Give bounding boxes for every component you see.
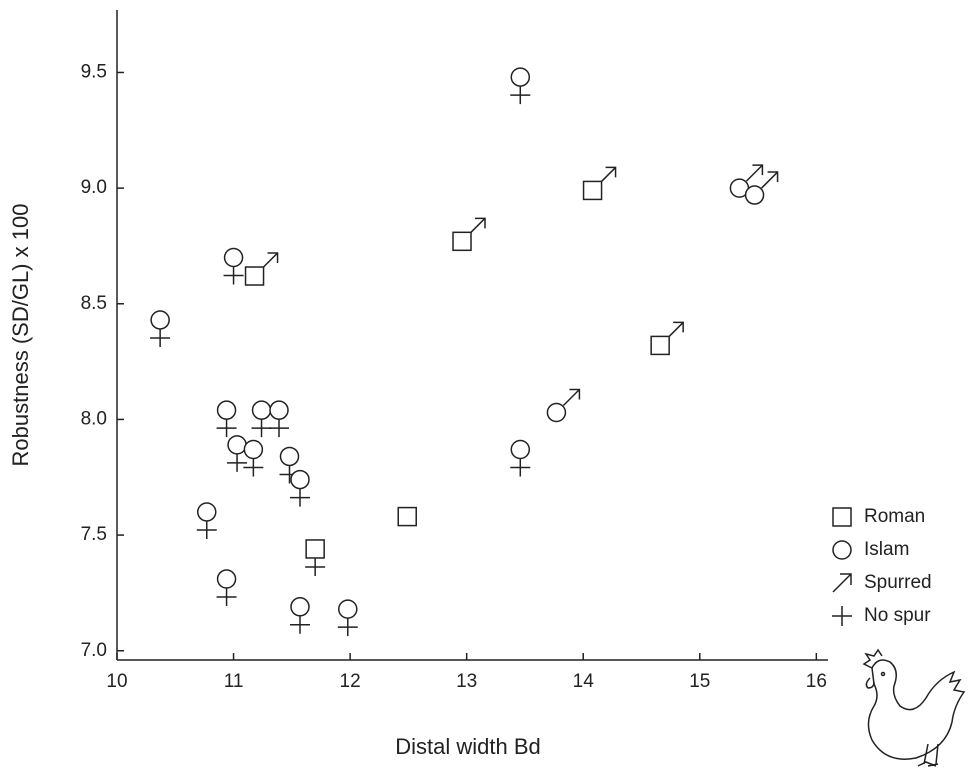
data-point [227,435,248,472]
marker-circle [290,597,310,617]
no-spur-cross [227,453,248,472]
y-tick-label: 9.0 [81,177,107,198]
no-spur-cross [243,458,264,477]
data-point [196,502,217,539]
marker-circle [510,67,531,87]
no-spur-cross [289,488,310,507]
no-spur-cross [269,419,290,438]
marker-square [650,335,670,356]
data-point [243,439,264,477]
marker-circle [510,439,531,460]
data-point [650,321,684,356]
marker-circle [216,569,237,589]
marker-circle [223,247,244,268]
marker-circle [546,402,567,423]
x-tick-label: 11 [224,671,244,692]
marker-square [244,266,265,286]
marker-circle [269,400,289,420]
marker-circle [290,469,310,490]
data-point [289,597,310,634]
no-spur-cross [251,419,272,438]
x-tick-label: 16 [806,671,827,692]
marker-circle [279,446,300,467]
no-spur-cross [216,588,237,607]
no-spur-cross [216,419,237,438]
y-tick-label: 7.0 [81,640,107,661]
x-tick-label: 14 [573,671,595,692]
legend-label: Spurred [864,572,932,593]
data-point [289,469,310,507]
legend-label: Roman [864,506,925,527]
no-spur-cross [223,266,244,285]
data-point [744,171,779,205]
x-tick-label: 15 [689,671,710,692]
data-point [582,166,617,201]
marker-circle [832,540,852,560]
legend-spur-arrow [832,573,852,593]
data-point [305,539,326,576]
legend-label: No spur [864,605,931,626]
data-point [510,67,531,105]
no-spur-cross [196,520,217,539]
marker-circle [338,599,358,619]
x-tick-label: 12 [340,671,361,692]
no-spur-cross [150,328,171,347]
marker-circle [227,435,247,455]
marker-square [452,231,472,252]
legend-no-spur-cross [832,606,852,626]
marker-square [305,539,325,559]
no-spur-cross [510,86,531,105]
data-point [251,400,272,438]
marker-circle [216,400,237,420]
marker-circle [243,439,264,460]
data-point [216,400,237,438]
spur-arrow [562,388,581,407]
data-point [244,252,279,286]
data-point [546,388,581,423]
marker-circle [744,185,765,205]
marker-square [582,180,603,201]
marker-circle [150,310,170,330]
data-point [269,400,290,438]
y-tick-label: 9.5 [81,61,107,82]
data-point [510,439,531,477]
data-point [150,310,171,347]
y-tick-label: 7.5 [81,524,107,545]
y-axis-label: Robustness (SD/GL) x 100 [8,204,33,467]
y-tick-label: 8.5 [81,293,107,314]
y-tick-label: 8.0 [81,408,107,429]
x-axis-label: Distal width Bd [395,734,541,759]
marker-square [832,507,852,527]
no-spur-cross [289,615,310,634]
x-tick-label: 13 [456,671,477,692]
data-point [216,569,237,607]
chicken-illustration [862,648,966,767]
marker-circle [251,400,272,420]
spur-arrow [745,164,764,182]
data-point [452,217,486,252]
no-spur-cross [337,618,358,637]
spur-arrow [761,171,779,189]
data-point [223,247,244,285]
data-point [397,506,417,527]
data-point [337,599,358,637]
no-spur-cross [510,458,531,477]
legend-label: Islam [864,539,909,560]
x-tick-label: 10 [106,671,127,692]
no-spur-cross [305,557,326,576]
marker-circle [196,502,217,522]
marker-square [397,506,417,527]
